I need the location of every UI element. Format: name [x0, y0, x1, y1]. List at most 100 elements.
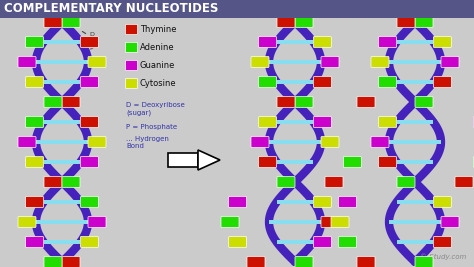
- FancyBboxPatch shape: [26, 77, 44, 88]
- Text: D = Deoxyribose
(sugar): D = Deoxyribose (sugar): [126, 102, 185, 116]
- FancyBboxPatch shape: [88, 217, 106, 227]
- Bar: [36, 140, 88, 143]
- FancyBboxPatch shape: [251, 136, 269, 147]
- FancyBboxPatch shape: [81, 197, 99, 207]
- Bar: [397, 200, 433, 203]
- FancyBboxPatch shape: [277, 96, 295, 108]
- FancyBboxPatch shape: [259, 156, 277, 167]
- FancyBboxPatch shape: [228, 197, 246, 207]
- FancyBboxPatch shape: [371, 136, 389, 147]
- FancyBboxPatch shape: [44, 96, 62, 108]
- Bar: [389, 220, 441, 223]
- FancyBboxPatch shape: [338, 197, 356, 207]
- Text: COMPLEMENTARY NUCLEOTIDES: COMPLEMENTARY NUCLEOTIDES: [4, 2, 219, 15]
- FancyBboxPatch shape: [321, 57, 339, 68]
- FancyBboxPatch shape: [379, 37, 397, 48]
- FancyBboxPatch shape: [441, 217, 459, 227]
- FancyBboxPatch shape: [433, 77, 451, 88]
- Bar: [44, 80, 81, 84]
- Bar: [389, 60, 441, 64]
- FancyBboxPatch shape: [379, 77, 397, 88]
- Text: Guanine: Guanine: [140, 61, 175, 70]
- FancyBboxPatch shape: [44, 17, 62, 28]
- FancyBboxPatch shape: [26, 237, 44, 248]
- FancyBboxPatch shape: [295, 17, 313, 28]
- Text: Cytosine: Cytosine: [140, 79, 177, 88]
- Bar: [36, 60, 88, 64]
- Text: © Study.com: © Study.com: [419, 253, 466, 260]
- FancyBboxPatch shape: [433, 197, 451, 207]
- FancyBboxPatch shape: [357, 257, 375, 267]
- Text: P = Phosphate: P = Phosphate: [126, 124, 177, 130]
- Bar: [397, 40, 433, 44]
- FancyBboxPatch shape: [81, 116, 99, 128]
- Bar: [44, 40, 81, 44]
- FancyBboxPatch shape: [18, 57, 36, 68]
- FancyBboxPatch shape: [338, 237, 356, 248]
- Text: D: D: [89, 33, 94, 37]
- FancyBboxPatch shape: [259, 77, 277, 88]
- FancyBboxPatch shape: [251, 57, 269, 68]
- FancyBboxPatch shape: [126, 78, 137, 88]
- FancyBboxPatch shape: [62, 176, 80, 187]
- FancyBboxPatch shape: [331, 217, 349, 227]
- FancyBboxPatch shape: [221, 217, 239, 227]
- Bar: [168, 153, 198, 167]
- Bar: [269, 220, 321, 223]
- Polygon shape: [198, 150, 220, 170]
- FancyBboxPatch shape: [313, 37, 331, 48]
- FancyBboxPatch shape: [415, 257, 433, 267]
- Text: ... Hydrogen
Bond: ... Hydrogen Bond: [126, 136, 169, 150]
- Bar: [389, 140, 441, 143]
- Bar: [36, 220, 88, 223]
- FancyBboxPatch shape: [313, 237, 331, 248]
- FancyBboxPatch shape: [126, 25, 137, 34]
- FancyBboxPatch shape: [62, 17, 80, 28]
- FancyBboxPatch shape: [44, 257, 62, 267]
- Bar: [269, 140, 321, 143]
- FancyBboxPatch shape: [126, 61, 137, 70]
- FancyBboxPatch shape: [277, 176, 295, 187]
- FancyBboxPatch shape: [379, 156, 397, 167]
- FancyBboxPatch shape: [295, 257, 313, 267]
- FancyBboxPatch shape: [126, 42, 137, 53]
- FancyBboxPatch shape: [26, 116, 44, 128]
- FancyBboxPatch shape: [295, 96, 313, 108]
- Text: Adenine: Adenine: [140, 43, 174, 52]
- Bar: [277, 40, 313, 44]
- Bar: [0, 0, 474, 18]
- Bar: [277, 120, 313, 124]
- FancyBboxPatch shape: [44, 176, 62, 187]
- FancyBboxPatch shape: [313, 116, 331, 128]
- Bar: [277, 200, 313, 203]
- FancyBboxPatch shape: [259, 37, 277, 48]
- FancyBboxPatch shape: [81, 77, 99, 88]
- Bar: [277, 240, 313, 244]
- FancyBboxPatch shape: [259, 116, 277, 128]
- Bar: [397, 80, 433, 84]
- Bar: [44, 200, 81, 203]
- Bar: [277, 160, 313, 163]
- FancyBboxPatch shape: [371, 57, 389, 68]
- FancyBboxPatch shape: [379, 116, 397, 128]
- FancyBboxPatch shape: [26, 197, 44, 207]
- Bar: [397, 160, 433, 163]
- FancyBboxPatch shape: [62, 257, 80, 267]
- Bar: [269, 60, 321, 64]
- Bar: [277, 80, 313, 84]
- Bar: [397, 240, 433, 244]
- Bar: [44, 160, 81, 163]
- FancyBboxPatch shape: [433, 37, 451, 48]
- FancyBboxPatch shape: [441, 57, 459, 68]
- FancyBboxPatch shape: [18, 136, 36, 147]
- FancyBboxPatch shape: [18, 217, 36, 227]
- FancyBboxPatch shape: [247, 257, 265, 267]
- Bar: [44, 240, 81, 244]
- FancyBboxPatch shape: [277, 17, 295, 28]
- FancyBboxPatch shape: [26, 37, 44, 48]
- FancyBboxPatch shape: [313, 197, 331, 207]
- FancyBboxPatch shape: [397, 17, 415, 28]
- Bar: [44, 120, 81, 124]
- FancyBboxPatch shape: [62, 96, 80, 108]
- FancyBboxPatch shape: [321, 217, 339, 227]
